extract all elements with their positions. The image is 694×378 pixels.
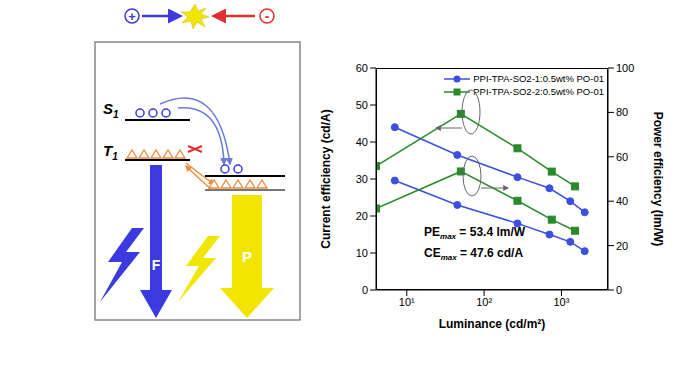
html-text:PEmax= 53.4 lm/W: PEmax= 53.4 lm/W: [424, 225, 526, 242]
svg-text:10²: 10²: [476, 296, 492, 308]
svg-text:T1: T1: [103, 142, 118, 162]
svg-text:10¹: 10¹: [399, 296, 415, 308]
svg-text:20: 20: [616, 240, 628, 252]
svg-text:Power efficiency (lm/W): Power efficiency (lm/W): [651, 112, 665, 247]
svg-text:-: -: [265, 8, 270, 24]
svg-text:F: F: [152, 257, 161, 273]
svg-text:Current efficiency (cd/A): Current efficiency (cd/A): [319, 109, 333, 248]
html-text:PPI-TPA-SO2-1:0.5wt% PO-01: PPI-TPA-SO2-1:0.5wt% PO-01: [473, 73, 604, 84]
svg-text:40: 40: [616, 195, 628, 207]
html-text:PPI-TPA-SO2-2:0.5wt% PO-01: PPI-TPA-SO2-2:0.5wt% PO-01: [473, 86, 604, 97]
svg-text:0: 0: [362, 284, 368, 296]
svg-text:S1: S1: [103, 100, 119, 120]
html-text:CEmax= 47.6 cd/A: CEmax= 47.6 cd/A: [424, 246, 524, 263]
svg-text:30: 30: [356, 173, 368, 185]
svg-text:50: 50: [356, 99, 368, 111]
svg-text:0: 0: [616, 284, 622, 296]
svg-text:100: 100: [616, 62, 634, 74]
svg-text:10: 10: [356, 247, 368, 259]
svg-text:+: +: [128, 9, 136, 24]
svg-text:Luminance (cd/m²): Luminance (cd/m²): [439, 317, 546, 331]
svg-text:10³: 10³: [553, 296, 569, 308]
svg-text:20: 20: [356, 210, 368, 222]
svg-text:40: 40: [356, 136, 368, 148]
svg-text:60: 60: [356, 62, 368, 74]
svg-text:60: 60: [616, 151, 628, 163]
svg-text:P: P: [242, 248, 252, 265]
svg-text:80: 80: [616, 106, 628, 118]
